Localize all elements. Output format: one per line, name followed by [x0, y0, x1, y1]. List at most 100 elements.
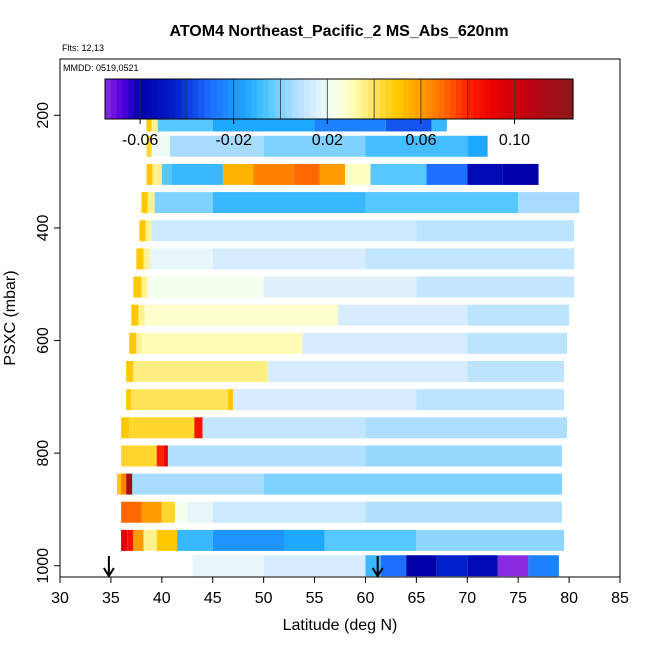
y-tick-label: 800: [35, 440, 52, 467]
colorbar-cell: [549, 79, 557, 119]
plot-data-layer: [117, 110, 580, 577]
heat-cell: [126, 389, 132, 411]
heat-cell: [263, 276, 417, 298]
colorbar-cell: [151, 79, 159, 119]
colorbar-cell: [210, 79, 217, 119]
heat-cell: [345, 163, 371, 185]
heat-cell: [177, 529, 213, 551]
heat-cell: [167, 445, 366, 467]
colorbar-cell: [274, 79, 282, 119]
heat-cell: [212, 220, 417, 242]
colorbar-cell: [561, 79, 568, 119]
heat-cell: [365, 135, 468, 157]
chart-title: ATOM4 Northeast_Pacific_2 MS_Abs_620nm: [169, 23, 508, 40]
heat-cell: [121, 501, 142, 523]
heat-cell: [467, 304, 570, 326]
heat-cell: [253, 163, 295, 185]
heat-cell: [161, 501, 176, 523]
colorbar-cell: [327, 79, 334, 119]
heat-cell: [141, 332, 303, 354]
colorbar-cell: [268, 79, 276, 119]
colorbar-cell: [391, 79, 399, 119]
heat-cell: [284, 529, 325, 551]
heat-cell: [133, 529, 144, 551]
x-tick-label: 55: [306, 590, 324, 607]
heat-cell: [138, 304, 145, 326]
x-tick-label: 35: [102, 590, 120, 607]
heat-cell: [121, 473, 127, 495]
heat-cell: [267, 360, 468, 382]
colorbar-cell: [233, 79, 241, 119]
colorbar-cell: [186, 79, 194, 119]
heat-cell: [121, 445, 157, 467]
heat-cell: [169, 135, 264, 157]
colorbar-cell: [567, 79, 574, 119]
colorbar-tick-label: -0.02: [215, 132, 252, 149]
heat-cell: [365, 445, 562, 467]
heat-cell: [467, 360, 564, 382]
colorbar-cell: [315, 79, 323, 119]
heat-cell: [324, 529, 417, 551]
colorbar-cell: [204, 79, 211, 119]
colorbar-cell: [426, 79, 434, 119]
heat-cell: [416, 220, 575, 242]
heat-cell: [121, 417, 130, 439]
heat-cell: [302, 332, 468, 354]
colorbar-cell: [280, 79, 287, 119]
colorbar-cell: [461, 79, 469, 119]
heat-cell: [121, 529, 128, 551]
heat-cell: [127, 529, 134, 551]
heat-cell: [187, 501, 213, 523]
heat-cell: [141, 501, 162, 523]
heat-cell: [131, 389, 228, 411]
colorbar-cell: [508, 79, 516, 119]
heat-cell: [528, 555, 559, 577]
colorbar-cell: [145, 79, 153, 119]
heat-cell: [147, 192, 155, 214]
colorbar-cell: [403, 79, 410, 119]
colorbar-cell: [409, 79, 416, 119]
colorbar-cell: [157, 79, 165, 119]
heat-cell: [149, 248, 213, 270]
colorbar-cell: [251, 79, 258, 119]
heat-cell: [228, 389, 234, 411]
colorbar-cell: [491, 79, 498, 119]
colorbar-cell: [105, 79, 112, 119]
latitude-arrow: [371, 556, 384, 578]
colorbar-cell: [385, 79, 393, 119]
colorbar-cell: [222, 79, 229, 119]
heat-cell: [294, 163, 320, 185]
heat-cell: [146, 163, 153, 185]
colorbar-cell: [227, 79, 235, 119]
colorbar-cell: [467, 79, 475, 119]
x-tick-label: 85: [611, 590, 629, 607]
heat-cell: [406, 555, 437, 577]
colorbar-cell: [374, 79, 381, 119]
heat-cell: [163, 445, 168, 467]
heat-cell: [161, 163, 172, 185]
colorbar-cell: [245, 79, 252, 119]
heat-cell: [212, 192, 366, 214]
heat-cell: [117, 473, 122, 495]
x-tick-label: 80: [560, 590, 578, 607]
heat-cell: [136, 332, 142, 354]
y-tick-label: 1000: [35, 548, 52, 584]
mmdd-label: MMDD: 0519,0521: [63, 63, 139, 73]
heat-cell: [233, 389, 417, 411]
colorbar-cell: [496, 79, 504, 119]
colorbar-cell: [485, 79, 492, 119]
colorbar-cell: [239, 79, 246, 119]
colorbar-cell: [514, 79, 521, 119]
heat-cell: [416, 276, 575, 298]
y-axis: 200 400 600 800 1000: [35, 102, 60, 584]
heat-cell: [141, 192, 148, 214]
colorbar-cell: [520, 79, 527, 119]
heat-cell: [126, 360, 134, 382]
colorbar-cell: [169, 79, 176, 119]
latitude-arrow: [103, 556, 115, 578]
y-tick-label: 400: [35, 214, 52, 241]
heat-cell: [129, 417, 195, 439]
colorbar-cell: [262, 79, 270, 119]
colorbar-cell: [140, 79, 147, 119]
